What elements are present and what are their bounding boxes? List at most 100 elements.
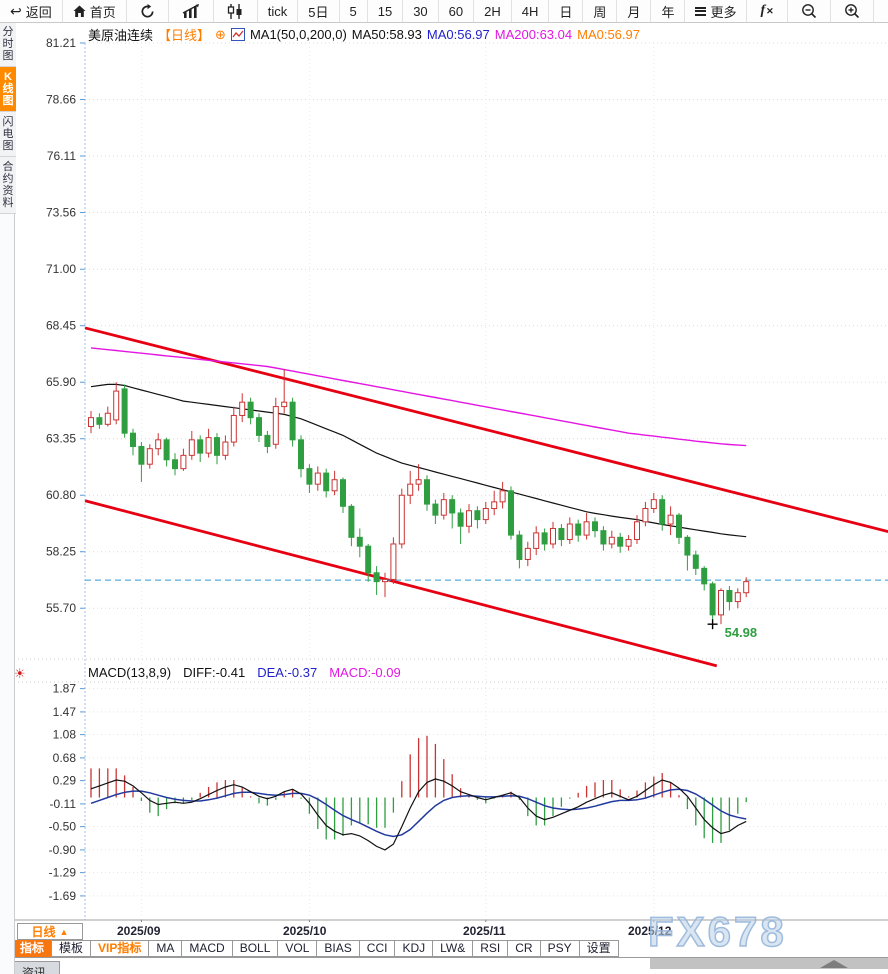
macd-y-axis-label: 0.29 bbox=[53, 774, 77, 788]
footer-tab-BOLL[interactable]: BOLL bbox=[231, 940, 279, 957]
candlestick-mode-button[interactable] bbox=[214, 0, 258, 22]
candle-body bbox=[617, 536, 624, 547]
y-axis-label: 71.00 bbox=[46, 262, 76, 276]
footer-tab-PSY[interactable]: PSY bbox=[539, 940, 580, 957]
candlestick-icon bbox=[227, 3, 242, 19]
hamburger-icon bbox=[695, 5, 707, 17]
macd-macd-value: MACD:-0.09 bbox=[329, 665, 401, 680]
toolbar-period-年[interactable]: 年 bbox=[651, 0, 686, 22]
x-axis-label-oct: 2025/10 bbox=[283, 924, 327, 938]
candle-body bbox=[88, 417, 94, 428]
candles-layer bbox=[88, 368, 750, 625]
formula-button[interactable]: f✕ bbox=[747, 0, 788, 22]
scrollbar-up-arrow-icon[interactable] bbox=[820, 960, 848, 968]
footer-tab-CR[interactable]: CR bbox=[507, 940, 541, 957]
news-partial-tab[interactable]: 资讯 bbox=[8, 961, 60, 974]
candle-body bbox=[146, 448, 153, 465]
macd-title: MACD(13,8,9) bbox=[88, 665, 172, 680]
toolbar-period-月[interactable]: 月 bbox=[617, 0, 652, 22]
candle-body bbox=[676, 514, 682, 538]
footer-tab-RSI[interactable]: RSI bbox=[472, 940, 509, 957]
more-button[interactable]: 更多 bbox=[685, 0, 748, 22]
sidebar-tab-闪电图[interactable]: 闪电图 bbox=[0, 112, 16, 157]
x-axis-label-nov: 2025/11 bbox=[463, 924, 506, 938]
back-button[interactable]: ↩ 返回 bbox=[0, 0, 63, 22]
footer-tab-指标[interactable]: 指标 bbox=[12, 940, 53, 957]
macd-y-axis-label: -0.11 bbox=[50, 797, 77, 811]
macd-y-axis-label: 1.08 bbox=[53, 728, 77, 742]
footer-tab-CCI[interactable]: CCI bbox=[358, 940, 396, 957]
mini-chart-icon[interactable] bbox=[230, 28, 245, 41]
candle-body bbox=[449, 499, 456, 514]
add-compare-icon[interactable]: ⊕ bbox=[215, 26, 226, 42]
candle-body bbox=[205, 437, 212, 454]
candle-body bbox=[667, 514, 674, 525]
y-axis-label: 55.70 bbox=[46, 601, 76, 615]
draw-tool-button[interactable] bbox=[874, 0, 888, 22]
sidebar-tab-合约资料[interactable]: 合约资料 bbox=[0, 157, 16, 214]
footer-tab-LW&[interactable]: LW& bbox=[432, 940, 474, 957]
candle-body bbox=[608, 536, 615, 545]
candle-body bbox=[550, 527, 556, 545]
candle-body bbox=[415, 479, 422, 485]
candle-body bbox=[188, 439, 195, 456]
toolbar-period-日[interactable]: 日 bbox=[549, 0, 584, 22]
ma0-orange-value: MA0:56.97 bbox=[577, 27, 640, 42]
toolbar-period-5日[interactable]: 5日 bbox=[298, 0, 340, 22]
candle-body bbox=[701, 567, 708, 585]
home-button[interactable]: 首页 bbox=[63, 0, 127, 22]
sidebar-tab-分时图[interactable]: 分时图 bbox=[0, 22, 16, 67]
macd-y-axis-label: 0.68 bbox=[53, 751, 77, 765]
candle-body bbox=[314, 472, 321, 485]
toolbar-period-2H[interactable]: 2H bbox=[474, 0, 512, 22]
toolbar-period-5[interactable]: 5 bbox=[340, 0, 368, 22]
gridlines-layer: 81.21 78.66 76.11 73.56 71.00 68.45 65.90 63.35… bbox=[14, 36, 888, 922]
main-chart-svg[interactable]: 81.21 78.66 76.11 73.56 71.00 68.45 65.90 63.35… bbox=[14, 22, 888, 922]
candle-body bbox=[365, 545, 372, 574]
footer-tab-设置[interactable]: 设置 bbox=[578, 940, 619, 957]
toolbar-period-tick[interactable]: tick bbox=[258, 0, 299, 22]
footer-tab-BIAS[interactable]: BIAS bbox=[316, 940, 360, 957]
chart-type-sidebar: 分时图 K线图 闪电图 合约资料 bbox=[0, 22, 16, 974]
toolbar-period-周[interactable]: 周 bbox=[583, 0, 618, 22]
indicator-settings-icon[interactable]: ☀ bbox=[14, 666, 26, 681]
macd-diff-value: DIFF:-0.41 bbox=[183, 665, 246, 680]
footer-tab-VOL[interactable]: VOL bbox=[277, 940, 318, 957]
sidebar-tab-K线图[interactable]: K线图 bbox=[0, 67, 16, 112]
toolbar-period-30[interactable]: 30 bbox=[403, 0, 439, 22]
refresh-button[interactable] bbox=[127, 0, 169, 22]
more-label: 更多 bbox=[710, 4, 737, 20]
candle-body bbox=[130, 432, 136, 447]
candle-body bbox=[482, 508, 489, 521]
candle-body bbox=[575, 523, 582, 536]
period-selector-box[interactable]: 日线 ▲ bbox=[17, 923, 83, 940]
candle-body bbox=[256, 417, 262, 436]
candle-body bbox=[331, 479, 338, 492]
footer-tab-KDJ[interactable]: KDJ bbox=[394, 940, 434, 957]
zoom-out-button[interactable] bbox=[788, 0, 831, 22]
y-axis-label: 73.56 bbox=[46, 206, 76, 220]
zoom-in-button[interactable] bbox=[831, 0, 874, 22]
footer-tab-模板[interactable]: 模板 bbox=[51, 940, 92, 957]
candle-body bbox=[155, 439, 162, 450]
candle-body bbox=[214, 437, 220, 456]
footer-tab-MACD[interactable]: MACD bbox=[181, 940, 233, 957]
ma200-value: MA200:63.04 bbox=[494, 27, 573, 42]
candle-body bbox=[121, 388, 128, 434]
toolbar-period-4H[interactable]: 4H bbox=[512, 0, 550, 22]
toolbar-period-60[interactable]: 60 bbox=[439, 0, 475, 22]
x-axis-label-sep: 2025/09 bbox=[117, 924, 161, 938]
candle-body bbox=[541, 532, 548, 545]
footer-tab-VIP指标[interactable]: VIP指标 bbox=[90, 940, 150, 957]
ma-settings-text: MA1(50,0,200,0) bbox=[249, 27, 347, 42]
candle-body bbox=[734, 592, 741, 603]
y-axis-label: 60.80 bbox=[46, 488, 76, 502]
footer-tab-MA[interactable]: MA bbox=[148, 940, 183, 957]
bar-chart-mode-button[interactable] bbox=[169, 0, 214, 22]
candle-body bbox=[432, 503, 439, 516]
candle-body bbox=[113, 390, 120, 421]
toolbar-period-15[interactable]: 15 bbox=[368, 0, 404, 22]
horizontal-scrollbar[interactable] bbox=[650, 958, 888, 969]
macd-y-axis-label: -0.90 bbox=[49, 843, 77, 857]
candle-body bbox=[373, 572, 380, 583]
